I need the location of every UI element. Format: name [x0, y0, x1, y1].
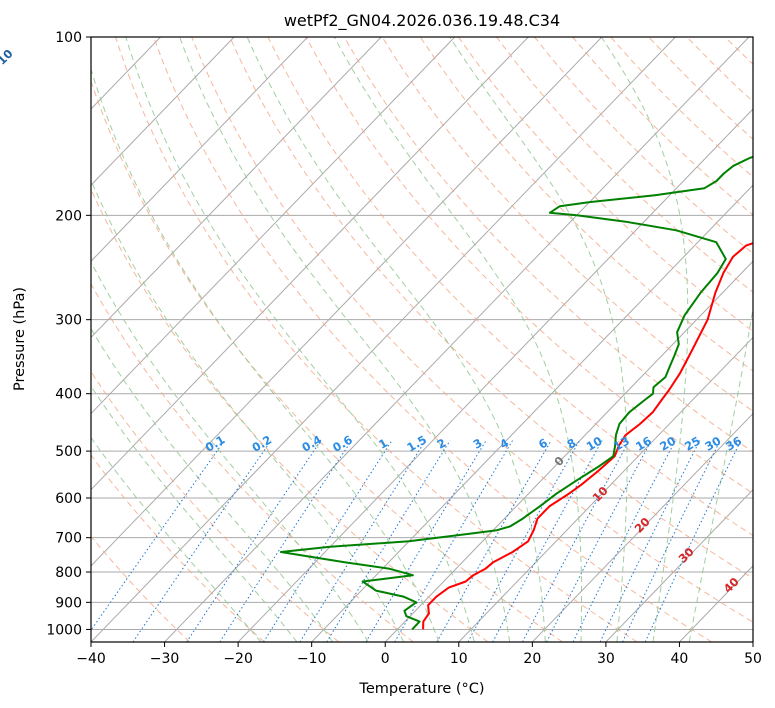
mixing-ratio-line: [492, 440, 603, 642]
dry-adiabat-line: [496, 37, 753, 293]
moist-adiabat-line: [246, 37, 546, 642]
dry-adiabat-line: [91, 283, 414, 642]
mixing-ratio-line: [186, 440, 322, 642]
y-tick-label: 900: [55, 595, 82, 611]
tick-layer: −40 −30 −20 −10 0 10 20 30 40 50 1000 900 800 700 600 5…: [46, 30, 762, 667]
x-tick-label: 40: [671, 651, 689, 667]
moist-adiabat-line: [91, 385, 298, 642]
isotherm-line: [91, 37, 603, 567]
mixing-ratio-line: [91, 440, 225, 632]
x-tick-label: 50: [744, 651, 762, 667]
moist-adiabat-line: [600, 37, 689, 642]
y-tick-label: 100: [55, 30, 82, 46]
mixing-ratio-line: [436, 440, 552, 642]
moist-adiabat-line: [179, 37, 511, 642]
x-tick-label: −30: [150, 651, 180, 667]
dry-adiabat-line: [91, 188, 489, 642]
isotherm-line: [91, 37, 676, 642]
mixing-ratio-label: 36: [723, 434, 744, 454]
isotherm-line: [91, 37, 235, 186]
mixing-ratio-line: [132, 440, 272, 642]
isotherm-line: [91, 37, 382, 339]
moist-adiabat-line: [91, 436, 262, 642]
x-tick-label: 0: [381, 651, 390, 667]
dewpoint-profile-line: [279, 155, 753, 631]
mixing-ratio-line: [599, 440, 701, 642]
moist-adiabat-line: [449, 37, 628, 642]
x-axis-label: Temperature (°C): [358, 681, 484, 697]
mixing-ratio-label: 10: [584, 434, 605, 454]
mixing-ratio-line: [219, 440, 352, 642]
mixing-ratio-line: [263, 440, 393, 642]
mixing-ratio-line: [572, 440, 676, 642]
x-tick-label: 10: [450, 651, 468, 667]
isotherm-line: [164, 37, 750, 642]
isotherm-line: [91, 37, 309, 262]
series-layer: [279, 155, 753, 631]
dry-adiabat-line: [763, 37, 775, 642]
y-tick-label: 1000: [46, 622, 82, 638]
moist-adiabat-line: [333, 37, 582, 642]
isotherm-line: [605, 488, 753, 642]
y-tick-label: 200: [55, 208, 82, 224]
y-tick-label: 700: [55, 531, 82, 547]
y-tick-label: 500: [55, 444, 82, 460]
isotherm-line: [91, 37, 456, 415]
dry-adiabat-label: -10: [0, 46, 16, 71]
moist-adiabat-line: [688, 305, 753, 642]
mixing-ratio-label: 25: [682, 434, 703, 454]
isotherm-line: [91, 37, 529, 491]
mixing-ratio-label: 30: [702, 434, 723, 454]
moist-adiabat-line: [91, 67, 440, 642]
dry-adiabat-line: [91, 454, 265, 642]
x-tick-label: 20: [523, 651, 541, 667]
moist-adiabat-line: [91, 327, 334, 642]
mixing-ratio-label: 16: [633, 434, 654, 454]
isotherm-line: [752, 641, 753, 642]
x-tick-label: −20: [223, 651, 253, 667]
dry-adiabat-line: [191, 37, 753, 623]
plot-frame: [90, 36, 754, 643]
plot-background: [91, 37, 753, 642]
mixing-ratio-line: [326, 440, 451, 642]
y-tick-label: 800: [55, 565, 82, 581]
adiabat-layer: [91, 37, 775, 642]
mixing-ratio-line: [365, 440, 487, 642]
dry-adiabat-line: [115, 37, 638, 642]
x-tick-label: −10: [297, 651, 327, 667]
y-tick-label: 600: [55, 491, 82, 507]
moist-adiabat-line: [91, 261, 369, 642]
mixing-ratio-label: 13: [611, 434, 632, 454]
isotherm-line: [237, 108, 753, 642]
chart-title: wetPf2_GN04.2026.036.19.48.C34: [284, 11, 560, 31]
y-tick-label: 300: [55, 313, 82, 329]
dry-adiabat-line: [91, 79, 563, 642]
mixing-ratio-line: [299, 440, 426, 642]
isotherm-line: [531, 412, 753, 642]
x-tick-label: −40: [76, 651, 106, 667]
temperature-profile-line: [422, 242, 753, 630]
mixing-ratio-label: 20: [657, 434, 678, 454]
dry-adiabat-line: [91, 370, 340, 642]
y-tick-label: 400: [55, 387, 82, 403]
mixing-ratio-line: [467, 440, 580, 642]
isotherm-line: [458, 336, 753, 642]
moist-adiabat-line: [125, 37, 475, 642]
y-axis-label: Pressure (hPa): [12, 287, 28, 391]
x-tick-label: 30: [597, 651, 615, 667]
